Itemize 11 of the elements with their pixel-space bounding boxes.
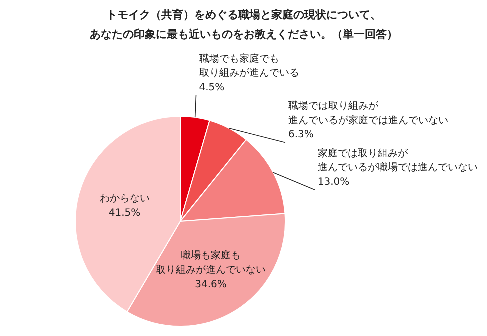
- slice-label: 職場では取り組みが進んでいるが家庭では進んでいない: [288, 100, 448, 126]
- chart-title: トモイク（共育）をめぐる職場と家庭の現状について、あなたの印象に最も近いものをお教えください。（単一回答）: [90, 8, 398, 41]
- data-label: 4.5%: [199, 82, 225, 94]
- slice-label: わからない: [100, 194, 150, 205]
- data-label: 41.5%: [108, 208, 141, 219]
- data-label: 13.0%: [318, 177, 350, 188]
- data-label: 6.3%: [288, 130, 314, 141]
- slice-label: 職場でも家庭でも取り組みが進んでいる: [199, 52, 300, 80]
- data-label: 34.6%: [195, 279, 227, 290]
- slice-label: 職場も家庭も取り組みが進んでいない: [156, 250, 266, 276]
- slice-label: 家庭では取り組みが進んでいるが職場では進んでいない: [318, 147, 478, 174]
